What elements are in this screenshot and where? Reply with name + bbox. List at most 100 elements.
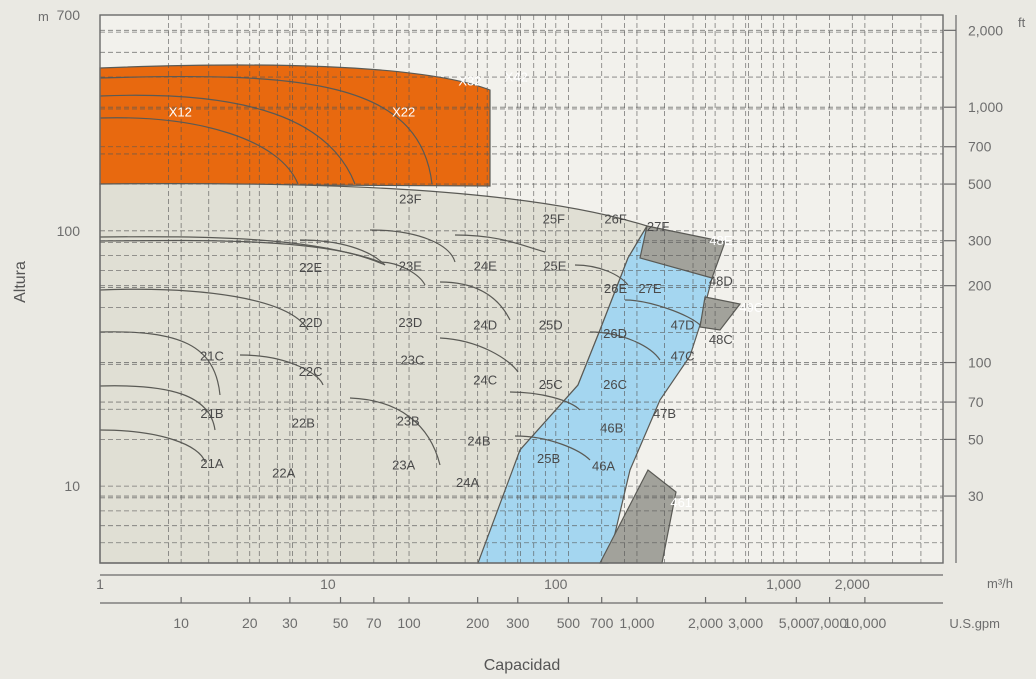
- region-label-25B: 25B: [537, 451, 560, 466]
- x-axis-m3h-tick-label: 100: [544, 576, 568, 592]
- region-label-48C: 48C: [709, 332, 733, 347]
- region-boundary-10: [239, 354, 324, 386]
- x-axis-m3h-tick-label: 1: [96, 576, 104, 592]
- region-label-X42: X42: [505, 69, 528, 84]
- region-label-23B: 23B: [397, 413, 420, 428]
- right-axis-tick-label: 500: [968, 176, 992, 192]
- x-axis-gpm-tick-label: 30: [282, 615, 298, 631]
- region-boundary-1: [99, 117, 299, 185]
- region-boundary-19: [514, 435, 591, 461]
- region-label-23E: 23E: [399, 258, 422, 273]
- region-boundary-20: [574, 264, 629, 286]
- region-label-24B: 24B: [467, 434, 490, 449]
- region-label-25C: 25C: [539, 377, 563, 392]
- region-label-461: 461: [670, 495, 692, 510]
- right-axis-tick-label: 70: [968, 394, 984, 410]
- region-label-27E: 27E: [638, 281, 661, 296]
- region-boundary-13: [454, 234, 546, 253]
- region-boundary-17: [349, 397, 441, 466]
- region-label-48E: 48E: [709, 233, 732, 248]
- x-axis-gpm-tick-label: 1,000: [619, 615, 654, 631]
- region-label-22C: 22C: [299, 364, 323, 379]
- pump-regions: [99, 64, 742, 564]
- right-axis-tick-label: 300: [968, 233, 992, 249]
- region-label-21B: 21B: [200, 406, 223, 421]
- left-axis-unit: m: [38, 9, 49, 24]
- region-boundary-5: [99, 288, 309, 331]
- region-boundary-14: [379, 261, 426, 286]
- region-label-22E: 22E: [299, 260, 322, 275]
- region-label-23A: 23A: [392, 458, 415, 473]
- region-boundary-15: [439, 281, 511, 321]
- left-axis-tick-label: 700: [57, 7, 81, 23]
- region-label-X12: X12: [169, 105, 192, 120]
- right-axis-tick-label: 2,000: [968, 22, 1003, 38]
- plot-border: [99, 14, 944, 564]
- right-axis-tick-label: 100: [968, 355, 992, 371]
- region-label-24C: 24C: [473, 373, 497, 388]
- region-label-22D: 22D: [299, 315, 323, 330]
- region-label-22B: 22B: [292, 415, 315, 430]
- region-label-26D: 26D: [603, 326, 627, 341]
- x-axis-gpm-tick-label: 5,000: [779, 615, 814, 631]
- region-label-21C: 21C: [200, 349, 224, 364]
- region-boundary-12: [369, 229, 456, 263]
- left-axis-tick-label: 100: [57, 223, 81, 239]
- region-label-23C: 23C: [401, 352, 425, 367]
- region-label-26C: 26C: [603, 377, 627, 392]
- x-axis-title: Capacidad: [484, 657, 561, 674]
- x-axis-gpm-tick-label: 10,000: [843, 615, 886, 631]
- x-axis-m3h-tick-label: 2,000: [835, 576, 870, 592]
- left-axis-tick-label: 10: [64, 478, 80, 494]
- dark-region-1: [639, 225, 726, 279]
- orange-region-1: [99, 64, 491, 187]
- region-label-25F: 25F: [543, 211, 565, 226]
- right-axis-tick-label: 30: [968, 488, 984, 504]
- grid-lines: [100, 14, 943, 563]
- right-axis-tick-label: 700: [968, 139, 992, 155]
- x-axis-gpm-tick-label: 3,000: [728, 615, 763, 631]
- region-label-48D: 48D: [709, 274, 733, 289]
- right-axis-tick-label: 200: [968, 278, 992, 294]
- region-label-49C: 49C: [739, 300, 763, 315]
- plot-frame: [99, 14, 944, 564]
- x-axis-unit-m3h: m³/h: [987, 576, 1013, 591]
- x-axis-m3h-tick-label: 10: [320, 576, 336, 592]
- region-boundary-2: [99, 94, 356, 185]
- region-label-24D: 24D: [473, 318, 497, 333]
- region-label-47D: 47D: [671, 318, 695, 333]
- region-label-21A: 21A: [200, 456, 223, 471]
- dark-region-2: [699, 296, 742, 331]
- x-axis-gpm-tick-label: 7,000: [812, 615, 847, 631]
- x-axis-gpm-tick-label: 500: [557, 615, 581, 631]
- y-axis-title: Altura: [12, 261, 29, 303]
- x-axis-gpm-tick-label: 200: [466, 615, 490, 631]
- axes: 700 100 10 2,000 1,000 700 500 300 200 100 70 50 30 1…: [57, 7, 1004, 631]
- region-boundary-18: [509, 391, 581, 411]
- region-label-27F: 27F: [647, 219, 669, 234]
- region-boundary-22: [624, 299, 701, 326]
- x-axis-gpm-tick-label: 20: [242, 615, 258, 631]
- region-label-24E: 24E: [474, 258, 497, 273]
- x-axis-gpm-tick-label: 2,000: [688, 615, 723, 631]
- region-boundary-16: [439, 337, 519, 373]
- region-label-47B: 47B: [653, 406, 676, 421]
- region-label-X32: X32: [458, 74, 481, 89]
- x-axis-gpm-tick-label: 50: [333, 615, 349, 631]
- x-axis-gpm-tick-label: 700: [590, 615, 614, 631]
- region-boundary-11: [299, 239, 386, 266]
- region-label-46B: 46B: [600, 421, 623, 436]
- region-label-22A: 22A: [272, 466, 295, 481]
- right-axis-tick-label: 1,000: [968, 99, 1003, 115]
- region-label-23F: 23F: [399, 191, 421, 206]
- right-axis-tick-label: 50: [968, 431, 984, 447]
- region-label-26E: 26E: [604, 281, 627, 296]
- region-label-25E: 25E: [543, 258, 566, 273]
- region-label-26F: 26F: [604, 211, 626, 226]
- x-axis-gpm-tick-label: 300: [506, 615, 530, 631]
- region-label-46A: 46A: [592, 459, 615, 474]
- x-axis-gpm-tick-label: 70: [366, 615, 382, 631]
- region-label-23D: 23D: [398, 315, 422, 330]
- x-axis-gpm-tick-label: 100: [397, 615, 421, 631]
